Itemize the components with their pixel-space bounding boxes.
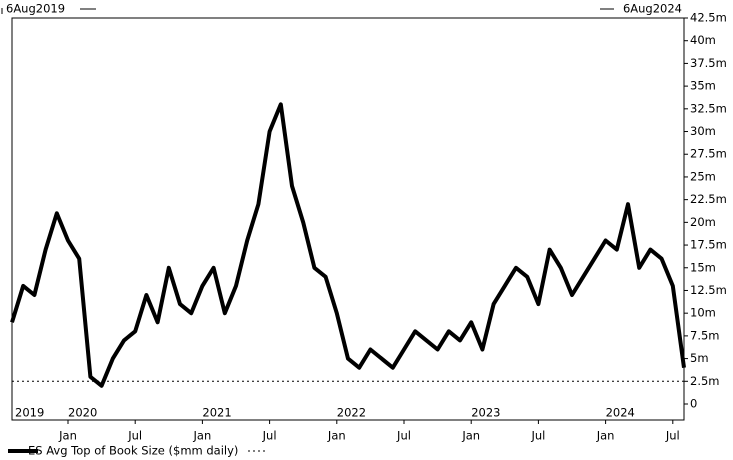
data-line: [10, 102, 686, 388]
y-tick-label: 0: [690, 397, 697, 411]
x-tick-label: Jan: [461, 429, 480, 443]
y-tick-label: 30m: [690, 124, 716, 138]
year-label: 2020: [68, 406, 97, 420]
year-label: 2022: [337, 406, 366, 420]
year-label: 2021: [202, 406, 231, 420]
y-tick-label: 35m: [690, 79, 716, 93]
y-tick-label: 27.5m: [690, 147, 727, 161]
y-tick-label: 20m: [690, 215, 716, 229]
y-tick-label: 12.5m: [690, 283, 727, 297]
year-label: 2023: [471, 406, 500, 420]
x-tick-label: Jul: [665, 429, 680, 443]
x-tick-label: Jan: [58, 429, 77, 443]
y-tick-label: 40m: [690, 33, 716, 47]
x-tick-label: Jan: [193, 429, 212, 443]
start-label: 6Aug2019: [6, 2, 65, 16]
y-tick-label: 2.5m: [690, 374, 720, 388]
x-tick-label: Jan: [327, 429, 346, 443]
x-tick-label: Jan: [596, 429, 615, 443]
x-tick-label: Jul: [127, 429, 142, 443]
plot-frame: [11, 17, 685, 421]
y-tick-label: 15m: [690, 260, 716, 274]
year-label: 2019: [15, 406, 44, 420]
y-tick-label: 32.5m: [690, 101, 727, 115]
y-tick-label: 22.5m: [690, 192, 727, 206]
year-label: 2024: [606, 406, 635, 420]
y-tick-label: 17.5m: [690, 238, 727, 252]
y-tick-label: 5m: [690, 351, 709, 365]
legend-label: ES Avg Top of Book Size ($mm daily): [28, 444, 238, 458]
y-tick-label: 37.5m: [690, 56, 727, 70]
end-label: 6Aug2024: [623, 2, 682, 16]
x-tick-label: Jul: [262, 429, 277, 443]
y-tick-label: 42.5m: [690, 11, 727, 25]
y-tick-label: 10m: [690, 306, 716, 320]
x-tick-label: Jul: [530, 429, 545, 443]
x-tick-label: Jul: [396, 429, 411, 443]
y-tick-label: 25m: [690, 169, 716, 183]
y-tick-label: 7.5m: [690, 328, 720, 342]
